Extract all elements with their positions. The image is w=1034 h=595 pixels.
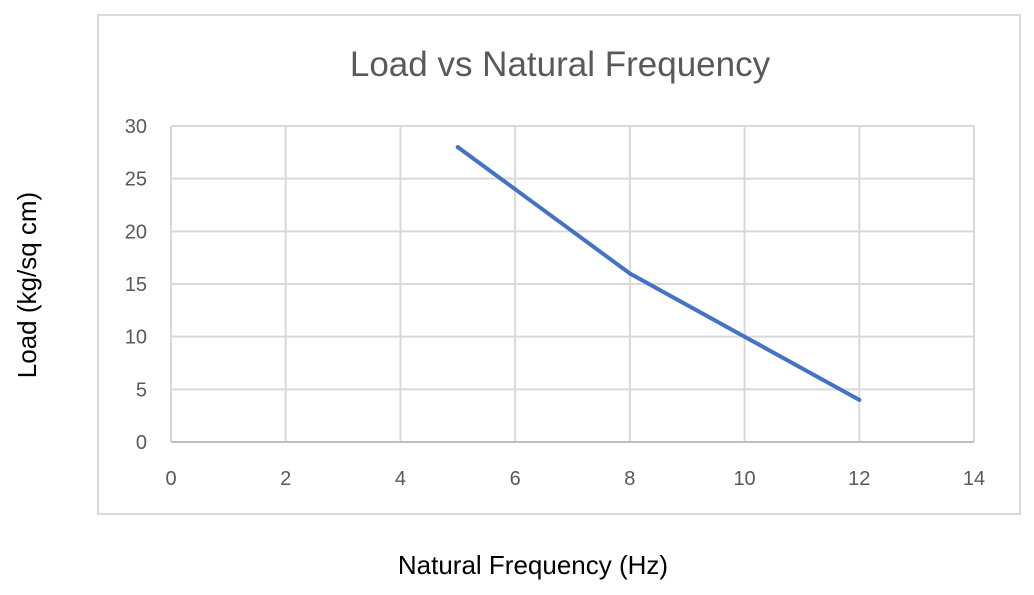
x-tick-label: 10 — [733, 468, 755, 490]
y-tick-label: 15 — [125, 274, 147, 296]
x-tick-label: 12 — [848, 468, 870, 490]
y-tick-label: 0 — [136, 432, 147, 454]
x-tick-label: 0 — [165, 468, 176, 490]
data-point — [742, 334, 747, 339]
y-tick-label: 5 — [136, 379, 147, 401]
y-tick-label: 10 — [125, 327, 147, 349]
data-point — [857, 397, 862, 402]
chart-title: Load vs Natural Frequency — [350, 45, 771, 84]
x-tick-label: 2 — [280, 468, 291, 490]
series-lines — [455, 145, 862, 402]
data-point — [513, 187, 518, 192]
data-point — [455, 145, 460, 150]
x-tick-label: 8 — [624, 468, 635, 490]
x-tick-label: 14 — [963, 468, 985, 490]
x-axis-title: Natural Frequency (Hz) — [398, 550, 668, 580]
y-axis-title: Load (kg/sq cm) — [12, 192, 42, 378]
tick-labels: 0 5 10 15 20 25 30 0 2 4 6 8 10 12 14 — [125, 116, 985, 490]
y-tick-label: 25 — [125, 169, 147, 191]
data-point — [627, 271, 632, 276]
x-tick-label: 6 — [510, 468, 521, 490]
y-tick-label: 20 — [125, 221, 147, 243]
x-tick-label: 4 — [395, 468, 406, 490]
chart-area-border — [97, 14, 1021, 515]
y-tick-label: 30 — [125, 116, 147, 138]
